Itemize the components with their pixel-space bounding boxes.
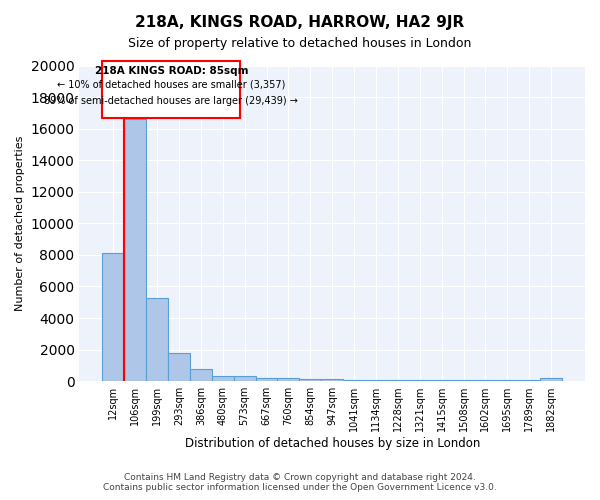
X-axis label: Distribution of detached houses by size in London: Distribution of detached houses by size …	[185, 437, 480, 450]
Y-axis label: Number of detached properties: Number of detached properties	[15, 136, 25, 311]
Bar	[277, 378, 299, 381]
Bar	[321, 379, 343, 381]
Bar	[540, 378, 562, 381]
Bar	[168, 354, 190, 381]
Bar	[146, 298, 168, 381]
Bar	[365, 380, 387, 381]
FancyBboxPatch shape	[103, 61, 240, 118]
Text: ← 10% of detached houses are smaller (3,357): ← 10% of detached houses are smaller (3,…	[57, 80, 286, 90]
Bar	[343, 380, 365, 381]
Bar	[409, 380, 431, 381]
Bar	[103, 254, 124, 381]
Text: 218A KINGS ROAD: 85sqm: 218A KINGS ROAD: 85sqm	[95, 66, 248, 76]
Bar	[496, 380, 518, 381]
Bar	[124, 120, 146, 381]
Bar	[234, 376, 256, 381]
Bar	[452, 380, 475, 381]
Bar	[475, 380, 496, 381]
Bar	[387, 380, 409, 381]
Bar	[212, 376, 234, 381]
Text: 89% of semi-detached houses are larger (29,439) →: 89% of semi-detached houses are larger (…	[44, 96, 298, 106]
Text: Size of property relative to detached houses in London: Size of property relative to detached ho…	[128, 38, 472, 51]
Bar	[518, 380, 540, 381]
Text: Contains HM Land Registry data © Crown copyright and database right 2024.
Contai: Contains HM Land Registry data © Crown c…	[103, 473, 497, 492]
Bar	[431, 380, 452, 381]
Bar	[190, 370, 212, 381]
Text: 218A, KINGS ROAD, HARROW, HA2 9JR: 218A, KINGS ROAD, HARROW, HA2 9JR	[136, 15, 464, 30]
Bar	[256, 378, 277, 381]
Bar	[299, 378, 321, 381]
